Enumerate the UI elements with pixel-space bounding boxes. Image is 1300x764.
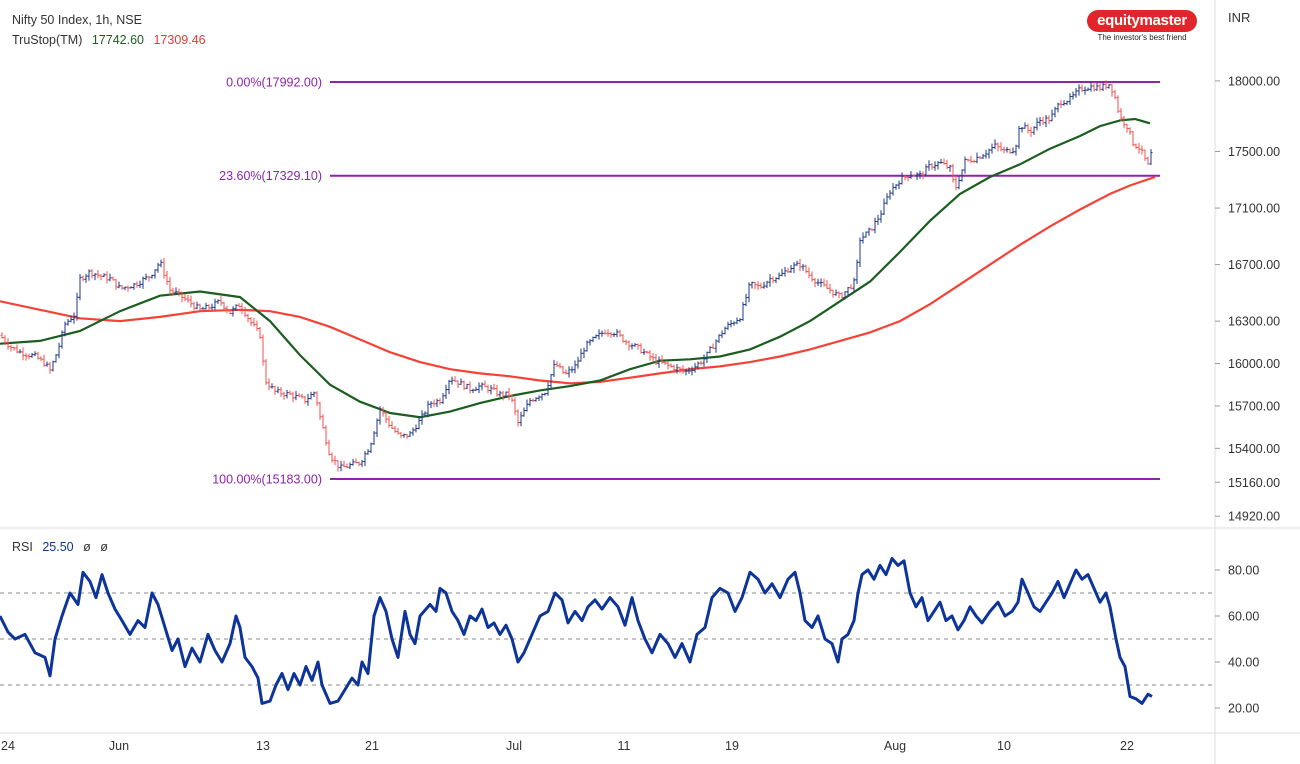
x-tick-label: 19 xyxy=(725,739,739,753)
y-tick-label: 16700.00 xyxy=(1228,258,1280,272)
rsi-line xyxy=(0,557,1153,705)
y-tick-label: 15700.00 xyxy=(1228,399,1280,413)
rsi-y-tick-label: 80.00 xyxy=(1228,564,1259,578)
y-tick-label: 16300.00 xyxy=(1228,315,1280,329)
indicator-value-1: 17742.60 xyxy=(91,33,144,47)
y-tick-label: 18000.00 xyxy=(1228,74,1280,88)
equitymaster-logo: equitymaster The investor's best friend xyxy=(1086,10,1198,42)
ohlc-bars xyxy=(0,80,1153,472)
rsi-extra-1: ø xyxy=(83,540,91,554)
x-tick-label: 22 xyxy=(1120,739,1134,753)
trustop-legend: TruStop(TM) 17742.60 17309.46 xyxy=(12,33,212,47)
y-tick-label: 17500.00 xyxy=(1228,145,1280,159)
rsi-label: RSI xyxy=(12,540,33,554)
rsi-y-tick-label: 20.00 xyxy=(1228,702,1259,716)
x-tick-label: 21 xyxy=(365,739,379,753)
indicator-name: TruStop(TM) xyxy=(12,33,83,47)
y-tick-label: 17100.00 xyxy=(1228,202,1280,216)
ema-slow-line xyxy=(0,175,1156,385)
y-tick-label: 15400.00 xyxy=(1228,442,1280,456)
symbol-title: Nifty 50 Index, 1h, NSE xyxy=(12,13,142,27)
x-tick-label: 13 xyxy=(256,739,270,753)
rsi-y-tick-label: 60.00 xyxy=(1228,610,1259,624)
logo-brand: equitymaster xyxy=(1087,10,1197,32)
x-tick-label: 24 xyxy=(1,739,15,753)
x-tick-label: Aug xyxy=(884,739,906,753)
rsi-value: 25.50 xyxy=(42,540,74,554)
x-tick-label: Jun xyxy=(109,739,129,753)
y-tick-label: 15160.00 xyxy=(1228,476,1280,490)
x-tick-label: 11 xyxy=(618,739,631,753)
rsi-y-tick-label: 40.00 xyxy=(1228,656,1259,670)
fib-level-label: 100.00%(15183.00) xyxy=(212,473,322,487)
y-tick-label: 16000.00 xyxy=(1228,357,1280,371)
x-tick-label: Jul xyxy=(506,739,522,753)
rsi-extra-2: ø xyxy=(100,540,108,554)
fib-level-label: 0.00%(17992.00) xyxy=(226,76,322,90)
ema-fast-line xyxy=(0,117,1151,419)
indicator-value-2: 17309.46 xyxy=(153,33,206,47)
x-tick-label: 10 xyxy=(997,739,1011,753)
symbol-legend: Nifty 50 Index, 1h, NSE xyxy=(12,13,148,27)
rsi-legend: RSI 25.50 ø ø xyxy=(12,540,114,554)
fib-level-label: 23.60%(17329.10) xyxy=(219,169,322,183)
y-tick-label: 14920.00 xyxy=(1228,510,1280,524)
logo-tagline: The investor's best friend xyxy=(1097,33,1187,42)
currency-label: INR xyxy=(1228,10,1251,25)
